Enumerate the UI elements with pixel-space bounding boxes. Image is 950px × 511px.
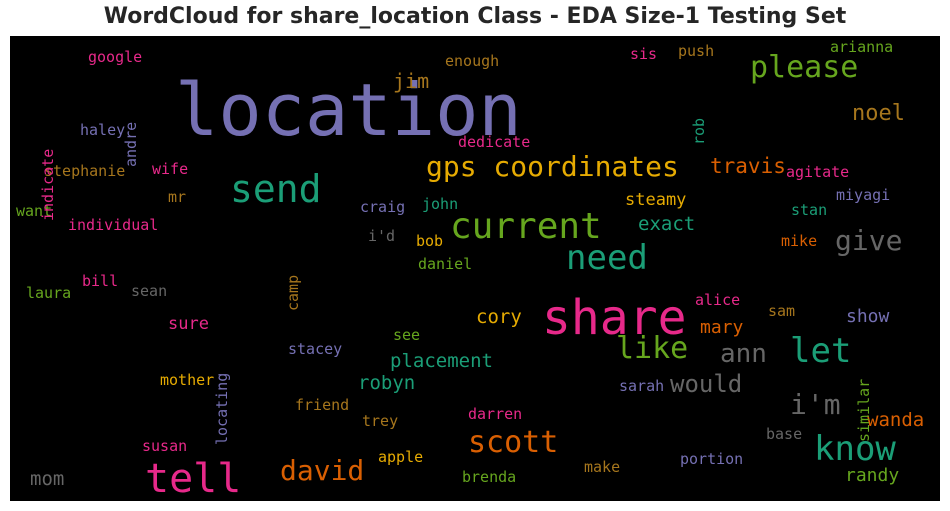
word-individual: individual: [68, 216, 159, 234]
word-wanda: wanda: [867, 409, 925, 431]
word-share: share: [542, 290, 687, 346]
word-brenda: brenda: [462, 468, 517, 486]
word-sis: sis: [630, 45, 658, 63]
word-stephanie: stephanie: [44, 162, 126, 180]
word-bob: bob: [416, 232, 444, 250]
word-locating: locating: [213, 373, 231, 446]
word-craig: craig: [360, 198, 406, 216]
word-haley: haley: [80, 121, 126, 139]
word-friend: friend: [295, 396, 350, 414]
word-jim: jim: [393, 69, 430, 93]
word-show: show: [846, 306, 890, 327]
word-need: need: [566, 238, 648, 278]
word-andre: andre: [122, 122, 140, 168]
word-gps-coordinates: gps coordinates: [426, 150, 679, 183]
word-base: base: [766, 425, 803, 443]
word-exact: exact: [638, 213, 696, 235]
word-let: let: [790, 331, 852, 371]
word-enough: enough: [445, 52, 500, 70]
word-cloud-canvas: location share send gps coordinates current n…: [10, 36, 940, 501]
word-noel: noel: [852, 101, 905, 126]
word-miyagi: miyagi: [836, 186, 891, 204]
word-stacey: stacey: [288, 340, 343, 358]
word-sam: sam: [768, 302, 796, 320]
word-tell: tell: [145, 456, 242, 501]
word-arianna: arianna: [830, 38, 894, 56]
chart-title: WordCloud for share_location Class - EDA…: [103, 4, 847, 29]
word-john: john: [422, 195, 459, 213]
word-send: send: [230, 167, 322, 211]
word-apple: apple: [378, 448, 424, 466]
word-robyn: robyn: [358, 372, 416, 394]
word-ann: ann: [720, 339, 767, 369]
word-alice: alice: [695, 291, 741, 309]
word-randy: randy: [845, 465, 900, 486]
word-darren: darren: [468, 405, 523, 423]
word-trey: trey: [362, 412, 399, 430]
word-rob: rob: [690, 118, 708, 146]
word-mother: mother: [160, 371, 215, 389]
word-agitate: agitate: [786, 163, 850, 181]
word-scott: scott: [468, 425, 559, 460]
word-sure: sure: [168, 314, 209, 334]
word-david: david: [280, 454, 365, 487]
word-i-d: i'd: [368, 227, 396, 245]
word-like: like: [616, 331, 689, 366]
word-portion: portion: [680, 450, 744, 468]
word-push: push: [678, 42, 715, 60]
word-stan: stan: [791, 201, 828, 219]
word-i-m: i'm: [790, 388, 841, 421]
word-similar: similar: [855, 379, 873, 443]
word-placement: placement: [390, 350, 493, 372]
word-location: location: [175, 68, 522, 152]
word-mr: mr: [168, 188, 187, 206]
word-current: current: [450, 206, 602, 247]
word-bill: bill: [82, 272, 119, 290]
word-travis: travis: [710, 154, 786, 178]
word-dedicate: dedicate: [458, 133, 531, 151]
word-make: make: [584, 458, 621, 476]
word-want: want: [16, 202, 53, 220]
word-mom: mom: [30, 468, 65, 490]
word-laura: laura: [26, 284, 72, 302]
word-sarah: sarah: [619, 377, 665, 395]
word-give: give: [835, 224, 903, 257]
word-please: please: [750, 50, 859, 85]
word-susan: susan: [142, 437, 188, 455]
word-daniel: daniel: [418, 255, 473, 273]
word-google: google: [88, 48, 143, 66]
word-know: know: [814, 429, 896, 469]
word-mike: mike: [781, 232, 818, 250]
word-camp: camp: [284, 275, 302, 312]
word-would: would: [670, 370, 743, 398]
word-wife: wife: [152, 160, 189, 178]
word-cory: cory: [476, 306, 522, 328]
word-steamy: steamy: [625, 190, 687, 210]
word-indicate: indicate: [39, 149, 57, 222]
word-sean: sean: [131, 282, 168, 300]
word-mary: mary: [700, 317, 744, 338]
word-see: see: [393, 326, 421, 344]
